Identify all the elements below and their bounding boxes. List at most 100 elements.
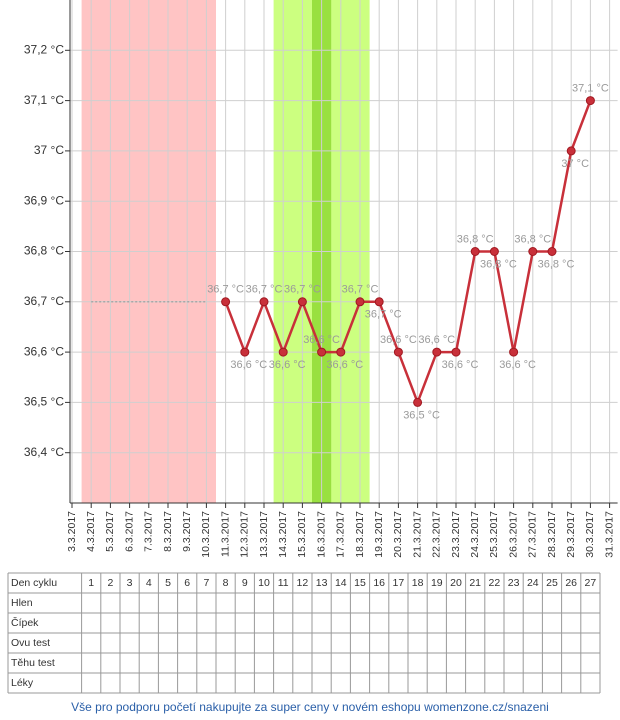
y-tick-label: 36,8 °C xyxy=(24,244,64,258)
cycle-day: 11 xyxy=(278,577,289,589)
shop-link[interactable]: Vše pro podporu početí nakupujte za supe… xyxy=(71,700,549,714)
x-tick-label: 25.3.2017 xyxy=(488,511,500,558)
value-label: 36,7 °C xyxy=(284,284,321,296)
cycle-day: 14 xyxy=(335,577,347,589)
y-tick-label: 36,7 °C xyxy=(24,294,64,308)
x-tick-label: 5.3.2017 xyxy=(104,511,116,552)
value-label: 36,6 °C xyxy=(380,334,417,346)
x-tick-label: 23.3.2017 xyxy=(450,511,462,558)
cycle-day: 10 xyxy=(258,577,270,589)
value-label: 36,6 °C xyxy=(269,359,306,371)
x-tick-label: 20.3.2017 xyxy=(392,511,404,558)
x-tick-label: 29.3.2017 xyxy=(565,511,577,558)
cycle-day: 13 xyxy=(316,577,328,589)
x-tick-label: 22.3.2017 xyxy=(431,511,443,558)
point xyxy=(355,297,365,307)
x-tick-label: 16.3.2017 xyxy=(315,511,327,558)
point xyxy=(317,347,327,357)
point xyxy=(547,247,557,256)
cycle-day: 24 xyxy=(527,577,539,589)
cycle-day: 18 xyxy=(412,577,424,589)
cycle-day: 16 xyxy=(373,577,385,589)
value-label: 36,5 °C xyxy=(403,409,440,421)
x-tick-label: 31.3.2017 xyxy=(603,511,615,558)
y-tick-label: 37 °C xyxy=(34,143,64,157)
point xyxy=(451,347,461,357)
y-tick-label: 36,4 °C xyxy=(24,445,64,459)
x-tick-label: 28.3.2017 xyxy=(546,511,558,558)
point xyxy=(470,247,480,256)
y-tick-label: 36,6 °C xyxy=(24,344,64,358)
value-label: 37,1 °C xyxy=(572,83,609,95)
cycle-day: 7 xyxy=(203,577,209,589)
value-label: 36,7 °C xyxy=(246,284,283,296)
x-tick-label: 11.3.2017 xyxy=(219,511,231,557)
y-tick-label: 37,2 °C xyxy=(24,42,64,56)
point xyxy=(585,96,595,106)
table-header: Den cyklu xyxy=(11,577,57,589)
point xyxy=(489,247,499,256)
x-tick-label: 13.3.2017 xyxy=(258,511,270,558)
y-tick-label: 36,9 °C xyxy=(24,193,64,207)
cycle-day: 9 xyxy=(242,577,248,589)
cycle-day: 3 xyxy=(127,577,133,589)
table-row-label: Léky xyxy=(11,677,34,689)
x-tick-label: 7.3.2017 xyxy=(143,511,155,552)
point xyxy=(528,247,538,256)
x-tick-label: 27.3.2017 xyxy=(527,511,539,558)
point xyxy=(566,146,576,156)
cycle-day: 26 xyxy=(565,577,577,589)
point xyxy=(413,397,423,407)
point xyxy=(297,297,307,307)
x-tick-label: 9.3.2017 xyxy=(181,511,193,552)
value-label: 36,7 °C xyxy=(365,309,402,321)
cycle-day: 19 xyxy=(431,577,443,589)
value-label: 36,8 °C xyxy=(538,258,575,270)
point xyxy=(259,297,269,307)
point xyxy=(278,347,288,357)
x-tick-label: 15.3.2017 xyxy=(296,511,308,558)
cycle-day: 25 xyxy=(546,577,558,589)
value-label: 36,6 °C xyxy=(418,334,455,346)
cycle-day: 1 xyxy=(88,577,94,589)
x-tick-label: 14.3.2017 xyxy=(277,511,289,558)
y-tick-label: 37,1 °C xyxy=(24,93,64,107)
cycle-day: 27 xyxy=(585,577,597,589)
cycle-day: 8 xyxy=(223,577,229,589)
x-tick-label: 30.3.2017 xyxy=(584,511,596,558)
point xyxy=(374,297,384,307)
point xyxy=(432,347,442,357)
cycle-day: 4 xyxy=(146,577,152,589)
value-label: 36,6 °C xyxy=(326,359,363,371)
point xyxy=(393,347,403,357)
x-tick-label: 6.3.2017 xyxy=(123,511,135,552)
cycle-day: 22 xyxy=(489,577,501,589)
point xyxy=(240,347,250,357)
cycle-day: 2 xyxy=(107,577,113,589)
x-tick-label: 18.3.2017 xyxy=(354,511,366,558)
table-row-label: Čípek xyxy=(11,616,39,629)
table-row-label: Ovu test xyxy=(11,637,50,649)
table-row-label: Hlen xyxy=(11,597,33,609)
cycle-day: 17 xyxy=(393,577,405,589)
temperature-line xyxy=(224,100,592,406)
x-tick-label: 26.3.2017 xyxy=(507,511,519,558)
cycle-day: 12 xyxy=(297,577,309,589)
x-tick-label: 21.3.2017 xyxy=(411,511,423,558)
point xyxy=(509,347,519,357)
cycle-day: 6 xyxy=(184,577,190,589)
cycle-day: 21 xyxy=(469,577,481,589)
x-tick-label: 4.3.2017 xyxy=(85,511,97,552)
value-label: 36,8 °C xyxy=(457,233,494,245)
x-tick-label: 24.3.2017 xyxy=(469,511,481,558)
cycle-day: 20 xyxy=(450,577,462,589)
value-label: 36,7 °C xyxy=(342,284,379,296)
cycle-day: 23 xyxy=(508,577,520,589)
point xyxy=(336,347,346,357)
table-row-label: Těhu test xyxy=(11,657,55,669)
y-tick-label: 36,5 °C xyxy=(24,395,64,409)
x-tick-label: 12.3.2017 xyxy=(239,511,251,558)
cycle-day: 5 xyxy=(165,577,171,589)
x-tick-label: 8.3.2017 xyxy=(162,511,174,552)
